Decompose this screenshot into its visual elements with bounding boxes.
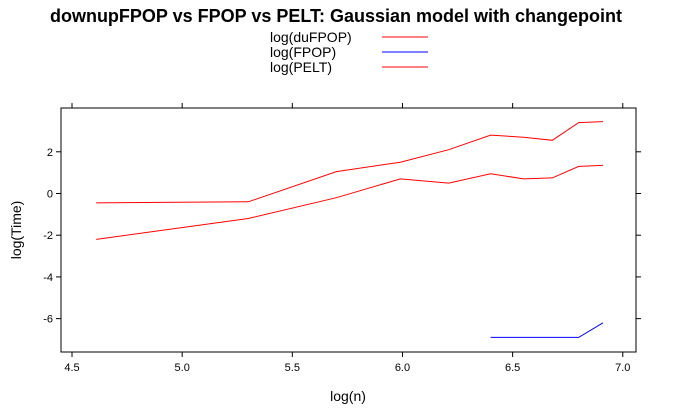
x-tick-label: 7.0 xyxy=(615,362,630,374)
x-axis-label: log(n) xyxy=(330,388,366,404)
y-tick-label: 0 xyxy=(47,189,53,201)
y-tick-label: -4 xyxy=(43,272,53,284)
legend: log(duFPOP) log(FPOP) log(PELT) xyxy=(270,29,428,75)
y-tick-label: -6 xyxy=(43,314,53,326)
series-layer xyxy=(96,121,604,338)
x-tick-label: 6.5 xyxy=(505,362,520,374)
y-tick-label: 2 xyxy=(47,147,53,159)
series-line-2 xyxy=(96,121,604,204)
legend-label-2: log(PELT) xyxy=(270,59,332,75)
plot-frame xyxy=(60,107,637,353)
y-axis-label: log(Time) xyxy=(8,201,24,260)
chart-title: downupFPOP vs FPOP vs PELT: Gaussian mod… xyxy=(50,6,622,26)
legend-label-0: log(duFPOP) xyxy=(270,29,352,45)
legend-label-1: log(FPOP) xyxy=(270,44,336,60)
y-axis: -6 -4 -2 0 2 xyxy=(43,147,641,326)
x-tick-label: 5.0 xyxy=(175,362,190,374)
x-tick-label: 4.5 xyxy=(64,362,79,374)
x-axis: 4.5 5.0 5.5 6.0 6.5 7.0 xyxy=(64,103,630,374)
series-line-0 xyxy=(96,164,604,240)
series-line-1 xyxy=(490,322,604,338)
y-tick-label: -2 xyxy=(43,230,53,242)
x-tick-label: 6.0 xyxy=(395,362,410,374)
x-tick-label: 5.5 xyxy=(285,362,300,374)
